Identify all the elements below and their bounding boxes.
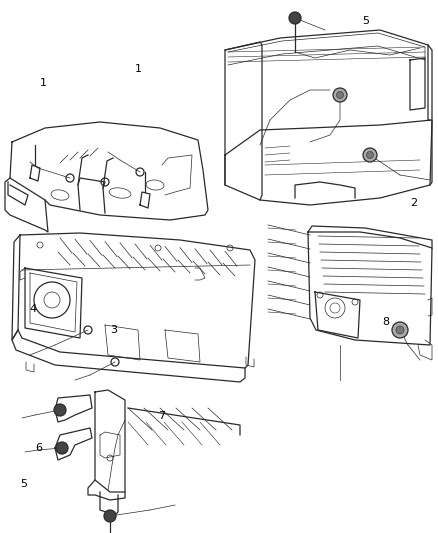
Text: 5: 5 bbox=[362, 17, 369, 26]
Text: 2: 2 bbox=[410, 198, 417, 207]
Circle shape bbox=[336, 92, 343, 99]
Text: 7: 7 bbox=[159, 411, 166, 421]
Circle shape bbox=[104, 510, 116, 522]
Circle shape bbox=[367, 151, 374, 158]
Circle shape bbox=[396, 326, 404, 334]
Text: 1: 1 bbox=[134, 64, 141, 74]
Circle shape bbox=[333, 88, 347, 102]
Text: 4: 4 bbox=[29, 304, 36, 314]
Text: 3: 3 bbox=[110, 326, 117, 335]
Circle shape bbox=[363, 148, 377, 162]
Text: 8: 8 bbox=[382, 318, 389, 327]
Circle shape bbox=[54, 404, 66, 416]
Text: 1: 1 bbox=[40, 78, 47, 87]
Text: 5: 5 bbox=[21, 479, 28, 489]
Circle shape bbox=[56, 442, 68, 454]
Circle shape bbox=[392, 322, 408, 338]
Text: 6: 6 bbox=[35, 443, 42, 453]
Circle shape bbox=[289, 12, 301, 24]
